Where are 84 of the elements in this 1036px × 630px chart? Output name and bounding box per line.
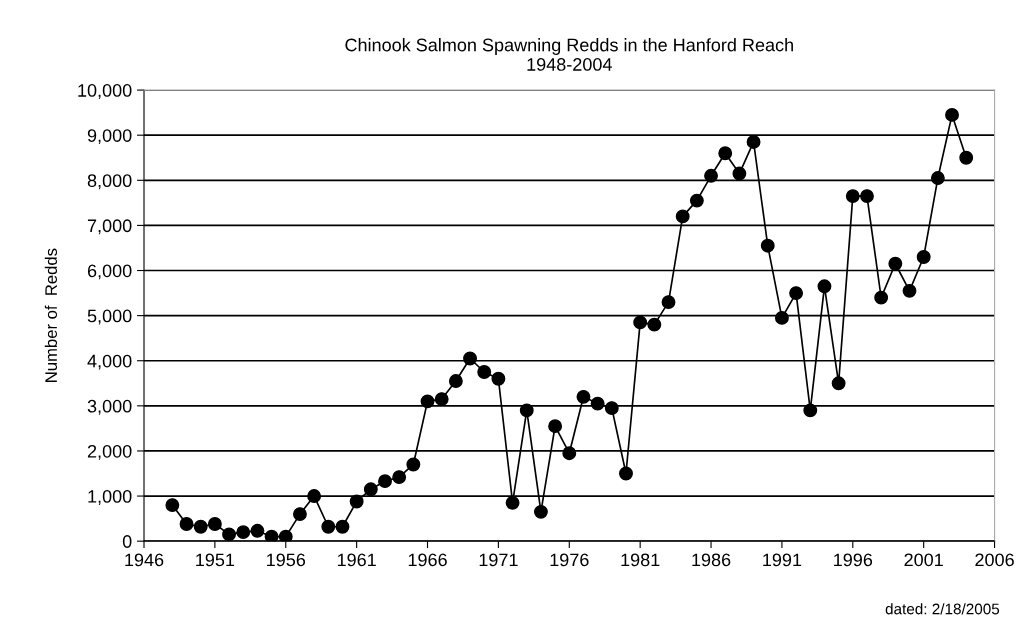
point bbox=[746, 135, 761, 149]
point bbox=[860, 189, 874, 204]
point bbox=[193, 519, 208, 534]
point bbox=[888, 256, 903, 271]
point bbox=[463, 351, 477, 366]
x-tick-label: 1961 bbox=[337, 553, 376, 567]
point bbox=[406, 457, 421, 472]
x-tick-label: 1951 bbox=[196, 553, 235, 567]
x-tick-label: 2006 bbox=[975, 553, 1014, 567]
y-axis-title: Number of Redds bbox=[44, 248, 58, 382]
point bbox=[548, 419, 563, 434]
y-tick-label: 0 bbox=[122, 535, 132, 548]
point bbox=[647, 317, 662, 332]
point bbox=[264, 529, 279, 542]
point bbox=[250, 523, 265, 538]
point bbox=[845, 189, 860, 204]
point bbox=[604, 401, 619, 416]
x-tick-label: 2001 bbox=[904, 553, 943, 567]
x-tick-label: 1966 bbox=[408, 553, 447, 567]
y-tick-label: 3,000 bbox=[87, 399, 132, 415]
point bbox=[817, 279, 832, 294]
x-tick-label: 1986 bbox=[692, 553, 731, 567]
y-tick-label: 10,000 bbox=[78, 84, 132, 99]
point bbox=[774, 310, 789, 325]
point bbox=[420, 394, 435, 409]
y-tick-label: 1,000 bbox=[88, 490, 132, 505]
point bbox=[633, 315, 648, 330]
point bbox=[434, 392, 449, 407]
point bbox=[874, 290, 889, 305]
point bbox=[831, 376, 846, 391]
point bbox=[619, 466, 633, 481]
point bbox=[675, 209, 690, 224]
point bbox=[760, 238, 775, 253]
y-tick-label: 2,000 bbox=[87, 444, 132, 460]
point bbox=[718, 146, 733, 161]
y-tick-label: 6,000 bbox=[87, 264, 132, 280]
point bbox=[689, 193, 704, 208]
x-tick-label: 1981 bbox=[621, 553, 660, 567]
point bbox=[349, 494, 364, 509]
point bbox=[307, 489, 322, 504]
point bbox=[505, 495, 520, 510]
y-tick-label: 5,000 bbox=[87, 309, 132, 325]
point bbox=[533, 504, 548, 519]
point bbox=[392, 470, 407, 485]
point bbox=[165, 498, 180, 513]
point bbox=[930, 171, 945, 185]
x-tick-label: 1991 bbox=[763, 553, 802, 567]
point bbox=[236, 525, 251, 540]
y-tick-label: 4,000 bbox=[87, 354, 132, 370]
point bbox=[477, 365, 492, 379]
point bbox=[562, 446, 577, 461]
point bbox=[576, 389, 591, 404]
x-tick-label: 1976 bbox=[550, 553, 589, 567]
point bbox=[590, 396, 605, 411]
point bbox=[378, 474, 392, 489]
point bbox=[732, 166, 747, 181]
point bbox=[448, 374, 463, 388]
point bbox=[278, 529, 293, 542]
point bbox=[959, 150, 974, 165]
point bbox=[335, 519, 350, 534]
x-tick-label: 1946 bbox=[125, 553, 164, 567]
point bbox=[292, 507, 307, 522]
point bbox=[179, 517, 194, 531]
point bbox=[207, 517, 222, 531]
y-tick-label: 7,000 bbox=[87, 219, 132, 235]
point bbox=[661, 295, 676, 310]
chart-title: Chinook Salmon Spawning Redds in the Hanford Reach 1948-2004 bbox=[345, 38, 793, 71]
text: dated: 2/18/2005 bbox=[885, 603, 1000, 615]
x-tick-label: 1996 bbox=[834, 553, 873, 567]
y-tick-label: 9,000 bbox=[87, 129, 132, 145]
point bbox=[491, 371, 506, 386]
point bbox=[519, 403, 534, 418]
point bbox=[902, 283, 917, 298]
point bbox=[704, 168, 718, 183]
point bbox=[222, 527, 237, 542]
point bbox=[789, 286, 804, 301]
point bbox=[321, 519, 336, 534]
point bbox=[363, 482, 378, 497]
y-tick-label: 8,000 bbox=[87, 174, 132, 190]
point bbox=[916, 250, 931, 264]
point bbox=[945, 107, 959, 122]
x-tick-label: 1971 bbox=[479, 553, 518, 567]
x-tick-label: 1956 bbox=[267, 553, 306, 567]
point bbox=[803, 403, 818, 418]
